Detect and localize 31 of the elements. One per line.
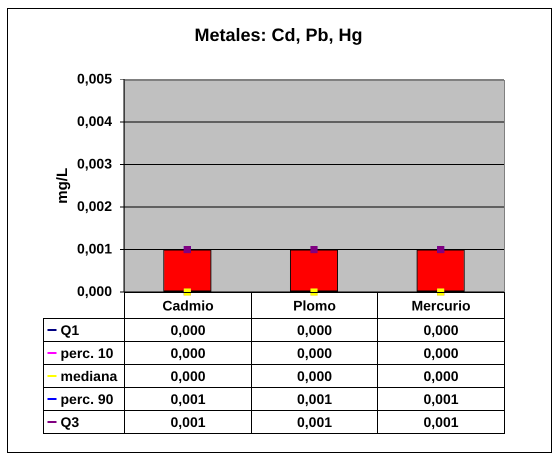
legend-label: perc. 10: [60, 344, 114, 361]
data-label: 0,000: [296, 322, 332, 338]
data-label: 0,000: [423, 344, 459, 361]
y-axis-title: mg/L: [54, 168, 72, 204]
x-tick-label: Plomo: [293, 297, 336, 314]
legend-label: Q3: [60, 414, 80, 430]
data-label: 0,000: [296, 344, 332, 361]
x-tick-label: Cadmio: [162, 297, 214, 314]
y-tick-label: 0,001: [76, 240, 112, 256]
data-label: 0,000: [170, 322, 206, 338]
data-label: 0,001: [423, 390, 459, 407]
chart-title: Metales: Cd, Pb, Hg: [194, 24, 363, 45]
data-label: 0,000: [423, 368, 459, 384]
data-label: 0,001: [296, 414, 332, 430]
y-tick-label: 0,000: [76, 282, 112, 299]
legend-label: perc. 90: [60, 390, 114, 407]
data-label: 0,001: [170, 414, 206, 430]
data-label: 0,000: [423, 322, 459, 338]
legend-label: Q1: [60, 322, 80, 338]
data-label: 0,001: [423, 414, 459, 430]
data-label: 0,001: [296, 390, 332, 407]
y-tick-label: 0,003: [76, 155, 112, 172]
legend-label: mediana: [60, 368, 118, 384]
x-tick-label: Mercurio: [411, 297, 471, 314]
data-label: 0,000: [296, 368, 332, 384]
data-label: 0,000: [170, 344, 206, 361]
y-tick-label: 0,004: [76, 112, 112, 129]
data-label: 0,001: [170, 390, 206, 407]
data-label: 0,000: [170, 368, 206, 384]
y-tick-label: 0,005: [76, 70, 112, 86]
y-tick-label: 0,002: [76, 198, 112, 214]
